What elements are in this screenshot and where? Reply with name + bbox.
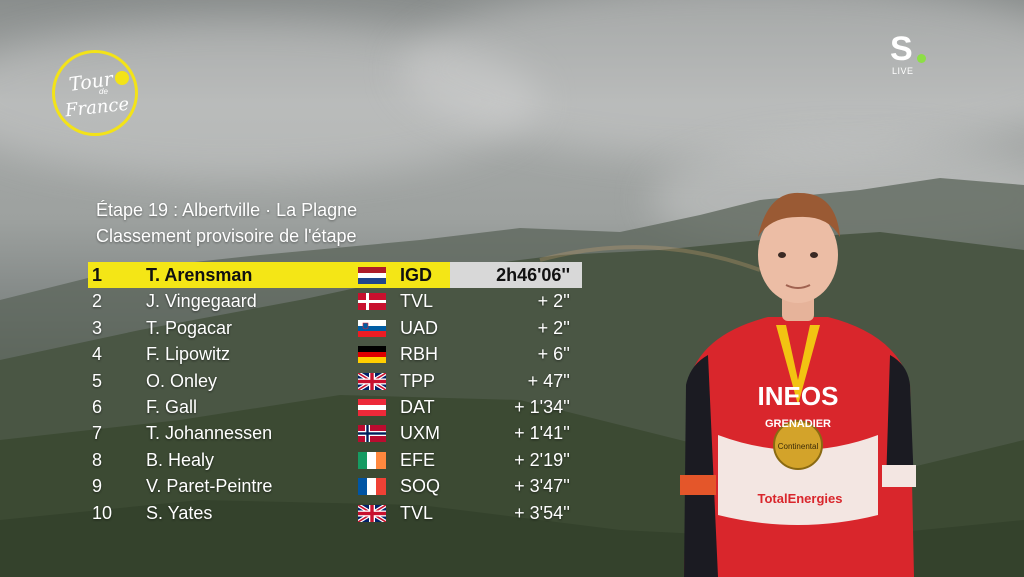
netherlands-flag-icon bbox=[358, 267, 386, 284]
result-row-7: 7 T. Johannessen UXM + 1'41'' bbox=[88, 420, 582, 446]
team-code: TVL bbox=[400, 291, 434, 312]
norway-flag-icon bbox=[358, 425, 386, 443]
time-gap: + 1'41'' bbox=[514, 423, 570, 444]
stage-subtitle: Classement provisoire de l'étape bbox=[96, 226, 357, 246]
team-code: TVL bbox=[400, 502, 434, 523]
team-code: TPP bbox=[400, 370, 436, 391]
rank: 8 bbox=[92, 449, 103, 470]
france-flag-icon bbox=[358, 478, 386, 496]
tour-de-france-logo: Tour de France bbox=[52, 50, 138, 136]
rider-name: T. Arensman bbox=[146, 265, 253, 285]
time-gap: + 6'' bbox=[537, 344, 570, 365]
rider-name: S. Yates bbox=[146, 502, 213, 523]
medal-text: Continental bbox=[778, 442, 819, 451]
result-row-4: 4 F. Lipowitz RBH + 6'' bbox=[88, 341, 582, 367]
rider-name: V. Paret-Peintre bbox=[146, 476, 273, 497]
rank: 6 bbox=[92, 396, 103, 417]
team-code: EFE bbox=[400, 449, 436, 470]
uk-flag-icon bbox=[358, 504, 386, 522]
time-gap: + 2'' bbox=[537, 317, 570, 338]
time-gap: + 2'19'' bbox=[514, 449, 570, 470]
jersey-sponsor: TotalEnergies bbox=[757, 491, 842, 506]
stage-title: Étape 19 : Albertville · La Plagne bbox=[96, 200, 358, 220]
rider-name: O. Onley bbox=[146, 370, 218, 391]
time-gap: + 1'34'' bbox=[514, 396, 570, 417]
rank: 3 bbox=[92, 317, 103, 338]
logo-text-de: de bbox=[99, 87, 108, 96]
team-code: UAD bbox=[400, 317, 439, 338]
stage-winner-rider: INEOS GRENADIER Continental TotalEnergie… bbox=[680, 192, 916, 577]
rank: 2 bbox=[92, 291, 103, 312]
logo-text-france: France bbox=[64, 93, 131, 122]
result-row-10: 10 S. Yates TVL + 3'54'' bbox=[88, 500, 582, 526]
result-row-6: 6 F. Gall DAT + 1'34'' bbox=[88, 394, 582, 420]
time-gap: + 3'47'' bbox=[514, 476, 570, 497]
rider-name: J. Vingegaard bbox=[146, 291, 257, 312]
team-code: RBH bbox=[400, 344, 439, 365]
live-label: LIVE bbox=[892, 66, 914, 76]
channel-dot-icon bbox=[917, 54, 926, 63]
rank: 4 bbox=[92, 344, 103, 365]
slovenia-flag-icon bbox=[358, 319, 386, 337]
logo-sun-icon bbox=[115, 71, 129, 85]
result-row-9: 9 V. Paret-Peintre SOQ + 3'47'' bbox=[88, 473, 582, 499]
rank: 10 bbox=[92, 502, 113, 523]
result-row-8: 8 B. Healy EFE + 2'19'' bbox=[88, 447, 582, 473]
ireland-flag-icon bbox=[358, 451, 386, 469]
result-row-3: 3 T. Pogacar UAD + 2'' bbox=[88, 315, 582, 341]
rank: 7 bbox=[92, 423, 103, 444]
result-row-1: 1 T. Arensman IGD 2h46'06'' bbox=[88, 262, 582, 289]
team-code: UXM bbox=[400, 423, 440, 444]
denmark-flag-icon bbox=[358, 293, 386, 311]
team-code: SOQ bbox=[400, 476, 441, 497]
jersey-team-sub: GRENADIER bbox=[765, 418, 831, 430]
time-gap: + 3'54'' bbox=[514, 502, 570, 523]
austria-flag-icon bbox=[358, 398, 386, 416]
jersey-team-text: INEOS bbox=[758, 381, 839, 411]
results-table: 1 T. Arensman IGD 2h46'06'' 2 J. Vingega… bbox=[88, 262, 582, 526]
result-row-2: 2 J. Vingegaard TVL + 2'' bbox=[88, 288, 582, 314]
time-gap: + 2'' bbox=[537, 291, 570, 312]
finish-time: 2h46'06'' bbox=[450, 262, 582, 288]
rider-name: F. Gall bbox=[146, 396, 198, 417]
rider-name: T. Pogacar bbox=[146, 317, 233, 338]
team-code: DAT bbox=[400, 396, 435, 417]
team-code: IGD bbox=[400, 265, 433, 285]
rider-name: F. Lipowitz bbox=[146, 344, 231, 365]
rank: 5 bbox=[92, 370, 103, 391]
channel-logo: S LIVE bbox=[890, 30, 930, 78]
germany-flag-icon bbox=[358, 346, 386, 364]
rank: 1 bbox=[92, 265, 103, 285]
rider-name: T. Johannessen bbox=[146, 423, 273, 444]
channel-logo-letter: S bbox=[890, 30, 913, 68]
result-row-5: 5 O. Onley TPP + 47'' bbox=[88, 368, 582, 394]
rank: 9 bbox=[92, 476, 103, 497]
time-gap: + 47'' bbox=[527, 370, 570, 391]
uk-flag-icon bbox=[358, 372, 386, 390]
rider-name: B. Healy bbox=[146, 449, 215, 470]
